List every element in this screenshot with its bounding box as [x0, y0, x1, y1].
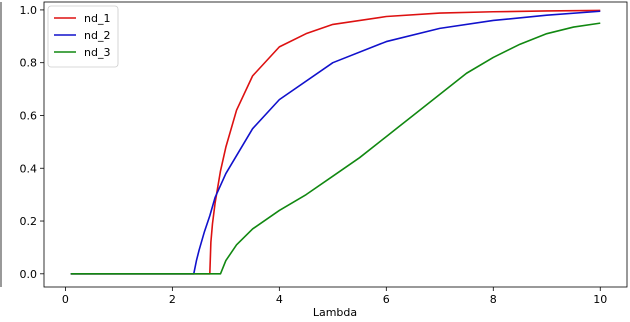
- series-line-nd-3: [70, 22, 601, 275]
- x-axis-label: Lambda: [313, 306, 357, 319]
- y-tick-label: 0.4: [20, 162, 38, 175]
- legend-label: nd_1: [84, 12, 110, 25]
- y-tick-label: 0.2: [20, 215, 38, 228]
- plot-area: [43, 1, 628, 288]
- legend-label: nd_2: [84, 29, 110, 42]
- x-tick-label: 0: [62, 293, 69, 306]
- x-tick-label: 8: [490, 293, 497, 306]
- series-lines: [70, 9, 601, 275]
- x-axis-ticks: 0 2 4 6 8 10: [62, 287, 607, 306]
- y-tick-label: 0.8: [20, 57, 38, 70]
- legend-label: nd_3: [84, 46, 110, 59]
- y-tick-label: 0.0: [20, 268, 38, 281]
- x-tick-label: 10: [593, 293, 607, 306]
- y-tick-label: 0.6: [20, 109, 38, 122]
- x-tick-label: 6: [383, 293, 390, 306]
- x-tick-label: 4: [276, 293, 283, 306]
- y-tick-label: 1.0: [20, 4, 38, 17]
- x-tick-label: 2: [169, 293, 176, 306]
- legend: nd_1 nd_2 nd_3: [47, 5, 119, 68]
- y-axis-ticks: 0.0 0.2 0.4 0.6 0.8 1.0: [20, 4, 44, 281]
